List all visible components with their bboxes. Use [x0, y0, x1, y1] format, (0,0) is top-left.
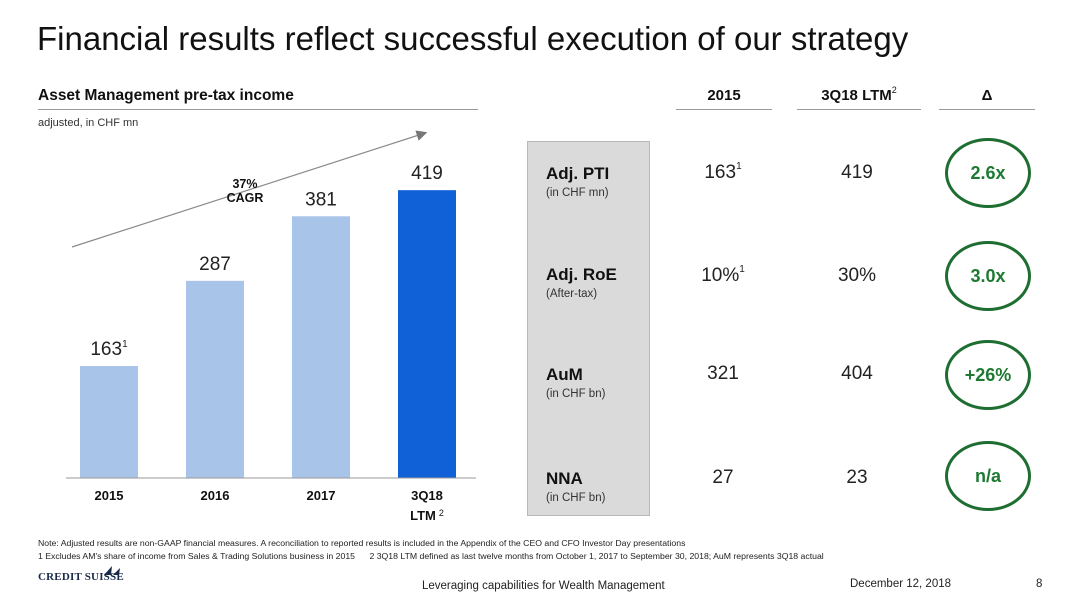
metric-name: NNA	[546, 469, 583, 488]
header-delta: Δ	[981, 87, 993, 104]
delta-nna: n/a	[945, 441, 1031, 511]
bar-3q18-ltm	[398, 190, 456, 478]
cell-roe-3q18: 30%	[837, 265, 877, 286]
cell-nna-3q18: 23	[846, 467, 868, 488]
metric-unit: (in CHF mn)	[546, 187, 609, 199]
cagr-text: CAGR	[226, 191, 264, 205]
bar-chart: 1631 2015 287 2016 381 2017 419 3Q18 LTM 2	[66, 130, 476, 523]
cell-pti-3q18: 419	[841, 162, 873, 183]
metric-name: AuM	[546, 365, 583, 384]
metric-name: Adj. PTI	[546, 164, 610, 183]
credit-suisse-logo: CREDIT SUISSE	[38, 566, 124, 583]
delta-roe: 3.0x	[945, 241, 1031, 311]
x-tick-label-line2: LTM 2	[410, 508, 444, 523]
delta-pti: 2.6x	[945, 138, 1031, 208]
bar-value-label: 381	[305, 189, 337, 210]
metric-label-nna: NNA (in CHF bn)	[546, 469, 605, 504]
x-tick-label: 2017	[307, 488, 336, 503]
logo-text: CREDIT SUISSE	[38, 571, 124, 583]
chart-title: Asset Management pre-tax income	[38, 87, 294, 104]
footer-date: December 12, 2018	[850, 578, 952, 590]
bar-2016	[186, 280, 244, 478]
metric-label-adj-roe: Adj. RoE (After-tax)	[546, 265, 617, 300]
value-footnote: 1	[122, 339, 128, 350]
cagr-label: 37% CAGR	[215, 177, 275, 205]
cell-footnote: 1	[736, 161, 742, 172]
cagr-value: 37%	[232, 177, 258, 191]
bar-value-label: 1631	[90, 339, 128, 360]
footnotes: Note: Adjusted results are non-GAAP fina…	[38, 537, 824, 563]
cell-nna-2015: 27	[712, 467, 734, 488]
cell-pti-2015: 1631	[663, 161, 783, 184]
metric-labels-panel	[527, 141, 650, 516]
bar-value-label: 419	[411, 163, 443, 184]
header-3q18-sup: 2	[891, 85, 897, 95]
bar-value-label: 287	[199, 254, 231, 275]
metric-label-adj-pti: Adj. PTI (in CHF mn)	[546, 164, 609, 199]
bar-2017	[292, 216, 350, 478]
header-delta-rule	[939, 109, 1035, 110]
cell-footnote: 1	[739, 264, 745, 275]
chart-title-rule	[38, 109, 478, 110]
metric-unit: (in CHF bn)	[546, 492, 606, 504]
cell-roe-2015: 10%1	[663, 264, 783, 287]
bar-2015	[80, 366, 138, 478]
metric-unit: (in CHF bn)	[546, 388, 606, 400]
cell-value: 10%	[701, 265, 740, 286]
header-2015: 2015	[707, 87, 741, 104]
metric-label-aum: AuM (in CHF bn)	[546, 365, 605, 400]
x-tick-label: 2015	[95, 488, 124, 503]
header-3q18-text: 3Q18 LTM	[821, 87, 892, 104]
x-tick-label: 3Q18	[411, 488, 443, 503]
cell-value: 163	[704, 162, 737, 183]
slide-title: Financial results reflect successful exe…	[37, 20, 909, 57]
sails-icon	[104, 566, 120, 575]
footnote-line-1: Note: Adjusted results are non-GAAP fina…	[38, 538, 686, 548]
cell-aum-2015: 321	[707, 363, 739, 384]
footer-title: Leveraging capabilities for Wealth Manag…	[422, 580, 665, 592]
header-3q18-rule	[797, 109, 921, 110]
metric-unit: (After-tax)	[546, 288, 598, 300]
cell-aum-3q18: 404	[841, 363, 873, 384]
x-tick-label: 2016	[201, 488, 230, 503]
chart-subtitle: adjusted, in CHF mn	[38, 117, 139, 129]
page-number: 8	[1036, 578, 1043, 590]
delta-aum: +26%	[945, 340, 1031, 410]
header-2015-rule	[676, 109, 772, 110]
header-3q18: 3Q18 LTM2	[797, 85, 921, 104]
metric-name: Adj. RoE	[546, 265, 617, 284]
footnote-line-2: 1 Excludes AM's share of income from Sal…	[38, 551, 824, 561]
cagr-arrow	[71, 130, 428, 248]
